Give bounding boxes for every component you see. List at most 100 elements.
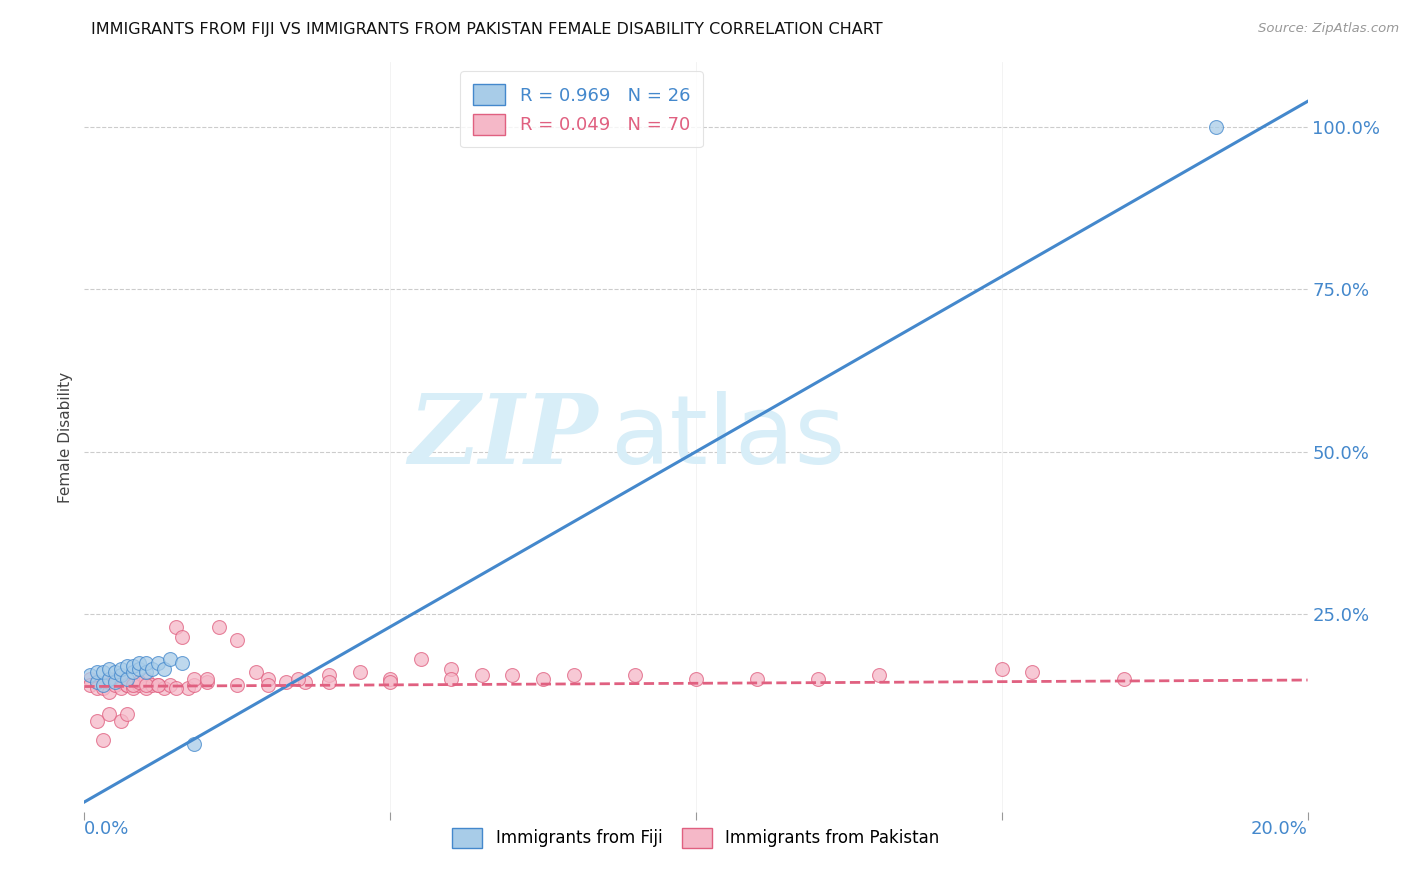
Legend: Immigrants from Fiji, Immigrants from Pakistan: Immigrants from Fiji, Immigrants from Pa… [444, 820, 948, 855]
Point [807, 672, 830, 686]
Point [153, 681, 176, 696]
Point [165, 620, 187, 634]
Point [86, 665, 108, 680]
Point [562, 668, 585, 682]
Point [318, 675, 340, 690]
Point [128, 675, 150, 690]
Point [97, 672, 120, 686]
Point [183, 672, 205, 686]
Point [159, 652, 181, 666]
Point [122, 658, 145, 673]
Point [86, 675, 108, 690]
Point [79, 678, 101, 692]
Point [110, 668, 132, 682]
Point [685, 672, 707, 686]
Point [115, 658, 138, 673]
Point [257, 672, 280, 686]
Text: 0.0%: 0.0% [84, 820, 129, 838]
Point [195, 675, 218, 690]
Point [380, 672, 402, 686]
Point [349, 665, 371, 680]
Point [122, 681, 145, 696]
Point [172, 656, 194, 670]
Point [91, 678, 114, 692]
Point [79, 668, 101, 682]
Point [122, 678, 145, 692]
Point [183, 678, 205, 692]
Point [86, 675, 108, 690]
Point [135, 665, 157, 680]
Point [91, 733, 114, 747]
Point [122, 665, 145, 680]
Point [128, 656, 150, 670]
Point [287, 672, 309, 686]
Point [471, 668, 494, 682]
Point [115, 672, 138, 686]
Point [276, 675, 298, 690]
Point [183, 737, 205, 751]
Point [104, 675, 127, 690]
Point [747, 672, 769, 686]
Point [79, 672, 101, 686]
Point [146, 656, 169, 670]
Text: atlas: atlas [610, 391, 845, 483]
Point [624, 668, 647, 682]
Point [135, 656, 157, 670]
Point [1021, 665, 1043, 680]
Point [531, 672, 554, 686]
Point [141, 662, 163, 676]
Point [91, 678, 114, 692]
Point [869, 668, 891, 682]
Point [141, 678, 163, 692]
Point [177, 681, 200, 696]
Point [135, 678, 157, 692]
Text: Source: ZipAtlas.com: Source: ZipAtlas.com [1258, 22, 1399, 36]
Point [122, 678, 145, 692]
Point [159, 678, 181, 692]
Point [440, 672, 463, 686]
Point [91, 681, 114, 696]
Y-axis label: Female Disability: Female Disability [58, 371, 73, 503]
Point [97, 684, 120, 698]
Point [135, 672, 157, 686]
Point [97, 707, 120, 722]
Point [115, 678, 138, 692]
Point [257, 678, 280, 692]
Point [146, 678, 169, 692]
Point [172, 630, 194, 644]
Point [110, 714, 132, 728]
Point [502, 668, 524, 682]
Point [128, 678, 150, 692]
Point [991, 662, 1014, 676]
Point [110, 681, 132, 696]
Point [165, 681, 187, 696]
Point [104, 678, 127, 692]
Point [128, 675, 150, 690]
Point [1114, 672, 1136, 686]
Point [195, 672, 218, 686]
Text: 20.0%: 20.0% [1251, 820, 1308, 838]
Point [135, 681, 157, 696]
Point [146, 678, 169, 692]
Point [115, 707, 138, 722]
Point [208, 620, 231, 634]
Point [86, 714, 108, 728]
Point [1205, 120, 1227, 135]
Point [110, 662, 132, 676]
Point [318, 668, 340, 682]
Point [110, 675, 132, 690]
Point [97, 662, 120, 676]
Point [226, 678, 249, 692]
Point [115, 678, 138, 692]
Point [226, 632, 249, 647]
Point [128, 662, 150, 676]
Point [245, 665, 267, 680]
Point [86, 681, 108, 696]
Point [104, 672, 127, 686]
Text: IMMIGRANTS FROM FIJI VS IMMIGRANTS FROM PAKISTAN FEMALE DISABILITY CORRELATION C: IMMIGRANTS FROM FIJI VS IMMIGRANTS FROM … [91, 22, 883, 37]
Point [104, 665, 127, 680]
Point [409, 652, 432, 666]
Point [91, 665, 114, 680]
Point [97, 675, 120, 690]
Point [294, 675, 316, 690]
